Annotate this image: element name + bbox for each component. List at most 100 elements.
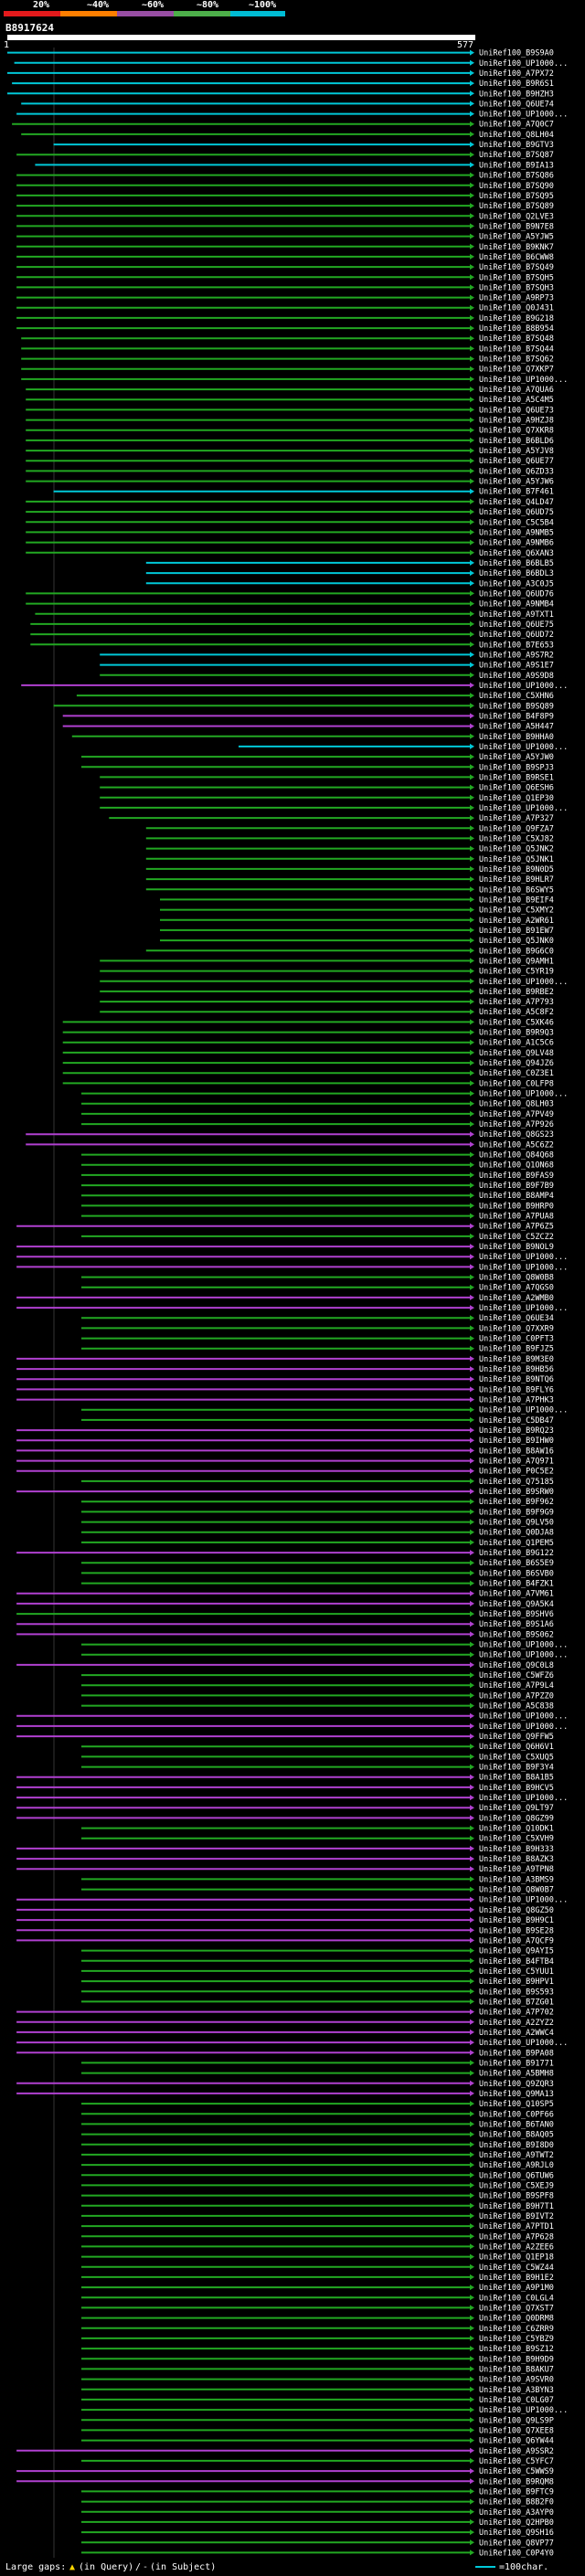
hit-label[interactable]: UniRef100_A2ZYZ2 — [479, 2019, 554, 2028]
hit-label[interactable]: UniRef100_B4FZK1 — [479, 1580, 554, 1589]
hit-label[interactable]: UniRef100_B8AKU7 — [479, 2365, 554, 2374]
hit-label[interactable]: UniRef100_Q6UD75 — [479, 508, 554, 517]
hit-label[interactable]: UniRef100_B9F962 — [479, 1498, 554, 1507]
hit-label[interactable]: UniRef100_A9SSR2 — [479, 2447, 554, 2456]
hit-label[interactable]: UniRef100_A5C4M5 — [479, 396, 554, 405]
hit-label[interactable]: UniRef100_C5YUU1 — [479, 1967, 554, 1977]
hit-label[interactable]: UniRef100_C5XMY2 — [479, 906, 554, 916]
hit-label[interactable]: UniRef100_Q9A5K4 — [479, 1600, 554, 1609]
hit-label[interactable]: UniRef100_A5C838 — [479, 1702, 554, 1712]
hit-label[interactable]: UniRef100_B7SQ87 — [479, 151, 554, 160]
hit-label[interactable]: UniRef100_C5WWS9 — [479, 2467, 554, 2476]
hit-label[interactable]: UniRef100_B9HLR7 — [479, 875, 554, 885]
hit-label[interactable]: UniRef100_B7SQ62 — [479, 355, 554, 365]
hit-label[interactable]: UniRef100_A7PHK3 — [479, 1396, 554, 1405]
hit-label[interactable]: UniRef100_C0LFP8 — [479, 1079, 554, 1088]
hit-label[interactable]: UniRef100_Q8LH04 — [479, 131, 554, 140]
hit-label[interactable]: UniRef100_C0Z3E1 — [479, 1069, 554, 1078]
hit-label[interactable]: UniRef100_A9NMB5 — [479, 528, 554, 537]
hit-label[interactable]: UniRef100_UP1000... — [479, 1794, 568, 1803]
hit-label[interactable]: UniRef100_A5C8F2 — [479, 1008, 554, 1017]
hit-label[interactable]: UniRef100_B9RSE1 — [479, 773, 554, 782]
hit-label[interactable]: UniRef100_A9S9D8 — [479, 672, 554, 681]
hit-label[interactable]: UniRef100_B9NOL9 — [479, 1243, 554, 1252]
hit-label[interactable]: UniRef100_B9EIF4 — [479, 896, 554, 905]
hit-label[interactable]: UniRef100_A7PV49 — [479, 1110, 554, 1119]
hit-label[interactable]: UniRef100_Q6TUW6 — [479, 2171, 554, 2180]
hit-label[interactable]: UniRef100_A7Q0C7 — [479, 121, 554, 130]
hit-label[interactable]: UniRef100_Q6UE34 — [479, 1314, 554, 1323]
hit-label[interactable]: UniRef100_Q1EP18 — [479, 2253, 554, 2263]
hit-label[interactable]: UniRef100_C5YBZ9 — [479, 2335, 554, 2344]
hit-label[interactable]: UniRef100_A5YJW5 — [479, 233, 554, 242]
hit-label[interactable]: UniRef100_P0C5E2 — [479, 1468, 554, 1477]
hit-label[interactable]: UniRef100_UP1000... — [479, 978, 568, 987]
hit-label[interactable]: UniRef100_Q84Q68 — [479, 1151, 554, 1161]
hit-label[interactable]: UniRef100_A5YJW6 — [479, 478, 554, 487]
hit-label[interactable]: UniRef100_A1C5C6 — [479, 1039, 554, 1048]
hit-label[interactable]: UniRef100_A9TWT2 — [479, 2151, 554, 2160]
hit-label[interactable]: UniRef100_Q8GZ99 — [479, 1814, 554, 1823]
hit-label[interactable]: UniRef100_A7P702 — [479, 2009, 554, 2018]
hit-label[interactable]: UniRef100_Q6ZD33 — [479, 467, 554, 476]
hit-label[interactable]: UniRef100_A7VM61 — [479, 1590, 554, 1599]
hit-label[interactable]: UniRef100_B9G122 — [479, 1549, 554, 1558]
hit-label[interactable]: UniRef100_B9IVT2 — [479, 2212, 554, 2221]
hit-label[interactable]: UniRef100_C5XJ82 — [479, 834, 554, 843]
hit-label[interactable]: UniRef100_Q6UD76 — [479, 589, 554, 599]
hit-label[interactable]: UniRef100_UP1000... — [479, 1712, 568, 1722]
hit-label[interactable]: UniRef100_C5YFC7 — [479, 2457, 554, 2466]
hit-label[interactable]: UniRef100_Q75185 — [479, 1478, 554, 1487]
hit-label[interactable]: UniRef100_A7QGS0 — [479, 1284, 554, 1293]
hit-label[interactable]: UniRef100_B9F3Y4 — [479, 1764, 554, 1773]
hit-label[interactable]: UniRef100_B9HCV5 — [479, 1784, 554, 1793]
hit-label[interactable]: UniRef100_Q7XXR9 — [479, 1324, 554, 1333]
hit-label[interactable]: UniRef100_A7P6Z5 — [479, 1223, 554, 1232]
hit-label[interactable]: UniRef100_B91771 — [479, 2059, 554, 2068]
hit-label[interactable]: UniRef100_B9GTV3 — [479, 141, 554, 150]
hit-label[interactable]: UniRef100_UP1000... — [479, 1090, 568, 1099]
hit-label[interactable]: UniRef100_B9HZH3 — [479, 90, 554, 99]
hit-label[interactable]: UniRef100_Q9LT97 — [479, 1804, 554, 1813]
hit-label[interactable]: UniRef100_A9RP73 — [479, 294, 554, 303]
hit-label[interactable]: UniRef100_B9SRW0 — [479, 1488, 554, 1497]
hit-label[interactable]: UniRef100_B6CWW8 — [479, 253, 554, 262]
hit-label[interactable]: UniRef100_Q4LD47 — [479, 498, 554, 507]
hit-label[interactable]: UniRef100_B6S5E9 — [479, 1559, 554, 1568]
hit-label[interactable]: UniRef100_B8B954 — [479, 324, 554, 334]
hit-label[interactable]: UniRef100_A2WR61 — [479, 917, 554, 926]
hit-label[interactable]: UniRef100_UP1000... — [479, 682, 568, 691]
hit-label[interactable]: UniRef100_B7SQ48 — [479, 334, 554, 344]
hit-label[interactable]: UniRef100_Q6XAN3 — [479, 549, 554, 558]
hit-label[interactable]: UniRef100_B9RQM8 — [479, 2477, 554, 2486]
hit-label[interactable]: UniRef100_Q6H6V1 — [479, 1743, 554, 1752]
hit-label[interactable]: UniRef100_UP1000... — [479, 1304, 568, 1313]
hit-label[interactable]: UniRef100_B7SQ90 — [479, 182, 554, 191]
hit-label[interactable]: UniRef100_B9N0D5 — [479, 865, 554, 875]
hit-label[interactable]: UniRef100_B6BLD6 — [479, 437, 554, 446]
hit-label[interactable]: UniRef100_Q94JZ6 — [479, 1059, 554, 1068]
hit-label[interactable]: UniRef100_Q6UE73 — [479, 406, 554, 415]
hit-label[interactable]: UniRef100_C0PFT3 — [479, 1335, 554, 1344]
hit-label[interactable]: UniRef100_B8AZK3 — [479, 1855, 554, 1864]
hit-label[interactable]: UniRef100_B4FTB4 — [479, 1957, 554, 1966]
hit-label[interactable]: UniRef100_A7P628 — [479, 2232, 554, 2242]
hit-label[interactable]: UniRef100_B9R6S1 — [479, 80, 554, 89]
hit-label[interactable]: UniRef100_C5WFZ6 — [479, 1671, 554, 1680]
hit-label[interactable]: UniRef100_B8AW16 — [479, 1447, 554, 1456]
hit-label[interactable]: UniRef100_Q7XEE8 — [479, 2426, 554, 2435]
hit-label[interactable]: UniRef100_Q9MA13 — [479, 2090, 554, 2099]
hit-label[interactable]: UniRef100_B6TAN0 — [479, 2120, 554, 2129]
hit-label[interactable]: UniRef100_B9H7T1 — [479, 2202, 554, 2211]
hit-label[interactable]: UniRef100_A5YJW0 — [479, 753, 554, 762]
hit-label[interactable]: UniRef100_Q6ESH6 — [479, 784, 554, 793]
hit-label[interactable]: UniRef100_Q10DK1 — [479, 1825, 554, 1834]
hit-label[interactable]: UniRef100_A5YJV8 — [479, 447, 554, 456]
hit-label[interactable]: UniRef100_C5WZ44 — [479, 2263, 554, 2273]
hit-label[interactable]: UniRef100_C5XEJ9 — [479, 2181, 554, 2190]
hit-label[interactable]: UniRef100_C0P4Y0 — [479, 2549, 554, 2558]
hit-label[interactable]: UniRef100_B7E653 — [479, 641, 554, 650]
hit-label[interactable]: UniRef100_B6SVB0 — [479, 1569, 554, 1578]
hit-label[interactable]: UniRef100_Q5JNK0 — [479, 937, 554, 946]
hit-label[interactable]: UniRef100_B9H9D9 — [479, 2355, 554, 2364]
